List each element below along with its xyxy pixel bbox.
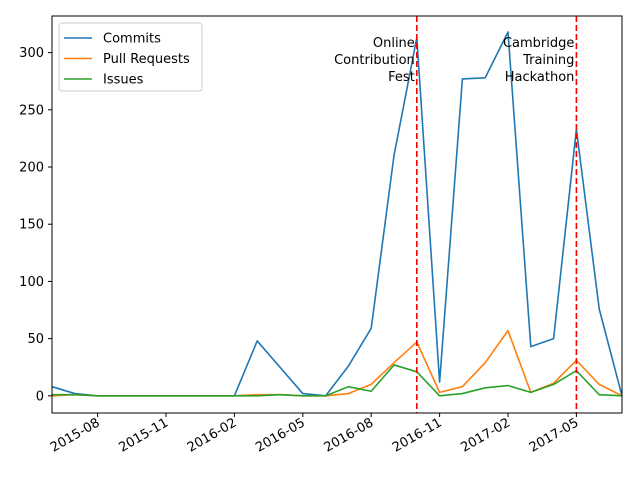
series-lines [51,31,623,397]
event-label-1-1: Training [522,53,574,68]
legend-label-2: Issues [103,73,144,88]
y-tick-label: 250 [19,103,44,118]
y-tick-label: 150 [19,218,44,233]
y-tick-label: 0 [36,389,44,404]
x-tick-label: 2015-08 [48,415,103,455]
x-tick-label: 2016-08 [322,415,377,455]
y-axis: 0 50 100 150 200 250 300 [19,46,52,404]
event-label-0-1: Contribution [334,53,415,68]
x-tick-label: 2016-11 [390,415,445,455]
y-tick-label: 50 [27,332,44,347]
event-label-1-2: Hackathon [505,70,575,85]
x-tick-label: 2016-02 [185,415,240,455]
legend-box [58,22,203,92]
legend-label-0: Commits [103,32,161,47]
plot-frame [51,15,623,414]
legend: Commits Pull Requests Issues [58,22,203,92]
x-tick-label: 2017-05 [527,415,582,455]
series-line-1 [51,329,623,397]
event-label-1-0: Cambridge [503,36,574,51]
x-axis: 2015-08 2015-11 2016-02 2016-05 2016-08 2016-… [48,413,581,456]
x-tick-label: 2017-02 [458,415,513,455]
event-label-0-2: Fest [388,70,415,85]
event-label-0-0: Online [373,36,415,51]
y-tick-label: 100 [19,275,44,290]
x-tick-label: 2016-05 [253,415,308,455]
y-tick-label: 300 [19,46,44,61]
series-line-2 [52,364,623,397]
legend-label-1: Pull Requests [103,52,190,67]
y-tick-label: 200 [19,161,44,176]
x-tick-label: 2015-11 [116,415,171,455]
event-markers: Online Contribution Fest Cambridge Training H… [334,16,578,413]
